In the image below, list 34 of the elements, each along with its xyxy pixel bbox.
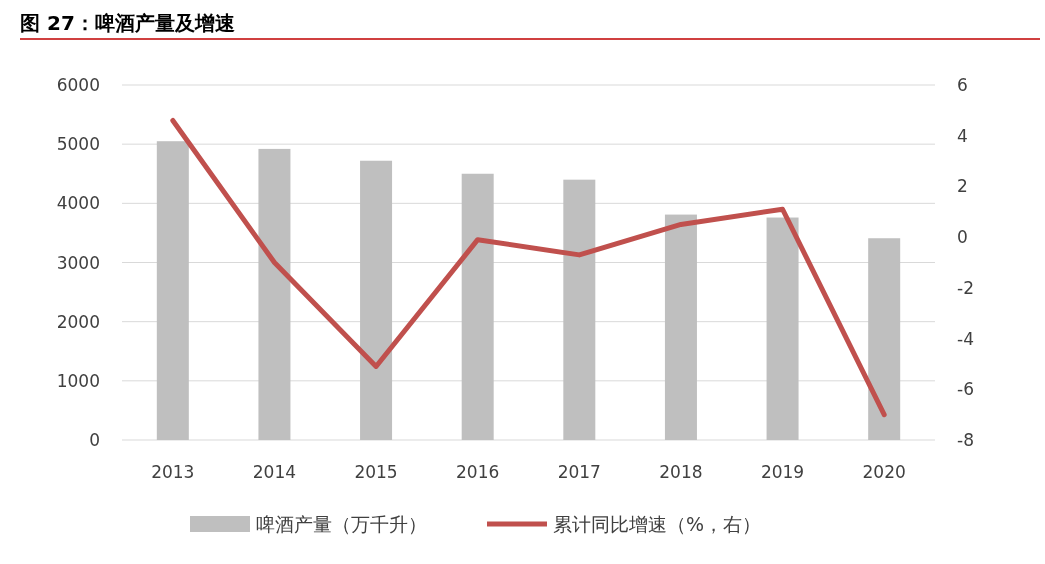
y-tick-label: 6000 (56, 75, 100, 95)
bar (563, 179, 596, 440)
y2-tick-label: 0 (957, 227, 968, 248)
y2-tick-label: 4 (957, 125, 968, 146)
y-tick-label: 0 (89, 430, 100, 450)
x-tick-label: 2017 (557, 462, 601, 482)
legend-label: 啤酒产量（万千升） (256, 513, 427, 535)
y2-tick-label: 2 (957, 176, 968, 197)
legend-label: 累计同比增速（%，右） (553, 513, 762, 535)
y2-tick-label: -4 (957, 328, 974, 349)
bar (766, 217, 799, 440)
x-tick-label: 2016 (456, 462, 500, 482)
bar (258, 148, 291, 440)
y-tick-label: 2000 (56, 311, 100, 332)
y-tick-label: 1000 (56, 370, 100, 391)
y2-tick-label: 6 (957, 75, 968, 95)
bar (664, 214, 697, 440)
x-tick-label: 2020 (862, 462, 906, 482)
y2-tick-label: -6 (957, 379, 974, 400)
x-tick-label: 2019 (760, 462, 805, 482)
bar (868, 238, 901, 440)
x-tick-label: 2013 (151, 462, 195, 482)
x-tick-label: 2018 (659, 462, 703, 482)
y-tick-label: 5000 (56, 134, 100, 155)
y2-tick-label: -2 (957, 277, 974, 298)
chart-title: 图 27：啤酒产量及增速 (20, 11, 235, 35)
bar (360, 160, 393, 440)
x-tick-label: 2015 (354, 462, 398, 482)
y-tick-label: 3000 (56, 252, 100, 273)
bar (461, 173, 494, 440)
y-tick-label: 4000 (56, 193, 100, 214)
bar (156, 141, 189, 440)
x-tick-label: 2014 (252, 462, 297, 482)
y2-tick-label: -8 (957, 430, 974, 450)
